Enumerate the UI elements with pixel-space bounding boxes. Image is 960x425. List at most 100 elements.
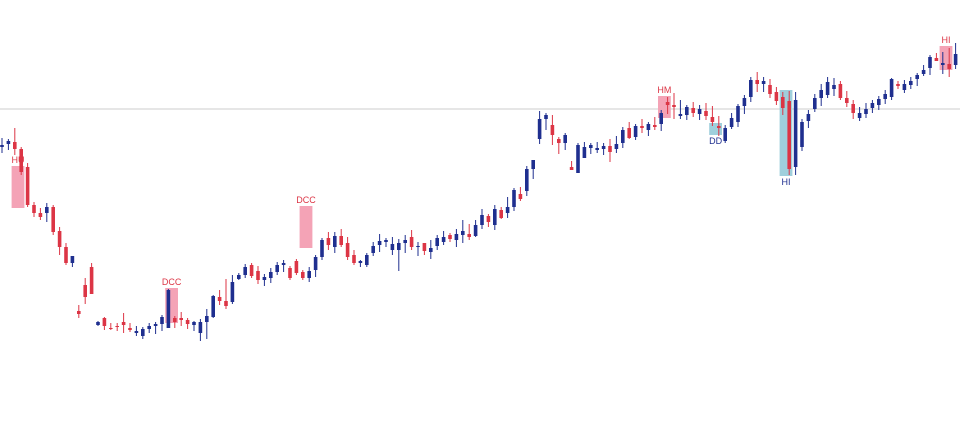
candle-body <box>941 63 945 65</box>
candle-body <box>934 58 939 61</box>
candle <box>941 52 945 74</box>
candle-body <box>729 118 734 127</box>
candle <box>928 55 932 75</box>
candle <box>173 316 177 328</box>
candle-body <box>121 322 126 325</box>
candle <box>774 87 779 105</box>
candle <box>109 323 113 330</box>
candle <box>371 242 375 256</box>
candle <box>461 220 465 243</box>
candle-body <box>115 326 119 327</box>
candle <box>25 163 30 207</box>
candle <box>653 117 657 130</box>
candle <box>717 116 721 136</box>
candle <box>237 273 241 280</box>
candle <box>621 127 625 148</box>
candle <box>557 137 561 154</box>
candle-body <box>870 103 875 108</box>
candle-body <box>230 282 235 302</box>
candle <box>934 53 939 61</box>
candle <box>710 106 715 126</box>
candle <box>518 187 523 201</box>
candle-body <box>621 130 625 143</box>
candles <box>0 43 958 341</box>
candle-body <box>141 329 145 336</box>
pattern-label-dd: DD <box>709 136 722 146</box>
candle-body <box>64 247 68 263</box>
candle <box>825 77 830 98</box>
candle <box>742 95 747 114</box>
candle <box>192 321 196 331</box>
candle-body <box>326 238 331 245</box>
candle-body <box>947 64 951 69</box>
candle-body <box>281 263 286 265</box>
candle-body <box>793 100 798 167</box>
candle-body <box>723 128 727 141</box>
candle-body <box>467 234 471 237</box>
candle-body <box>576 145 580 173</box>
candle-body <box>480 215 484 225</box>
candle-body <box>825 82 830 95</box>
candle-body <box>704 111 708 116</box>
candle-body <box>147 326 151 329</box>
candle <box>659 110 663 131</box>
candle <box>736 104 740 127</box>
candle-body <box>473 225 478 236</box>
candle <box>262 274 267 286</box>
candle <box>838 81 843 100</box>
candle <box>217 290 222 305</box>
candle <box>499 207 503 219</box>
candle <box>633 124 638 140</box>
candle <box>793 92 798 175</box>
candle <box>57 227 62 255</box>
candle <box>921 65 926 76</box>
candle-body <box>294 261 299 273</box>
candle <box>870 100 875 113</box>
candle <box>813 94 817 112</box>
candle <box>544 113 548 130</box>
candle <box>781 92 785 115</box>
candle-body <box>51 207 55 232</box>
candle-body <box>601 146 606 149</box>
candle-body <box>813 98 817 109</box>
candle-body <box>909 81 913 85</box>
candle <box>704 103 708 120</box>
candle <box>947 48 951 77</box>
candle-body <box>397 243 401 250</box>
candle <box>115 323 119 331</box>
candle-body <box>627 128 631 138</box>
candle-body <box>768 85 772 94</box>
candle-body <box>505 207 510 213</box>
candle <box>768 79 772 98</box>
candle <box>697 105 702 120</box>
candle <box>6 139 11 150</box>
candle <box>19 147 23 175</box>
candle-body <box>160 317 164 324</box>
candle-body <box>237 275 241 279</box>
candle-body <box>877 99 881 105</box>
candle-body <box>358 261 363 263</box>
candle <box>377 234 382 252</box>
candle-body <box>742 98 747 106</box>
candle <box>787 91 791 175</box>
candle <box>89 263 94 294</box>
candle-body <box>416 246 420 247</box>
candle <box>45 203 49 222</box>
candle <box>678 100 683 119</box>
candle <box>473 220 478 237</box>
candle-body <box>422 243 427 251</box>
candle <box>864 103 868 118</box>
candle-body <box>6 141 11 144</box>
candle-body <box>429 248 433 252</box>
candle-body <box>646 124 651 130</box>
candle-body <box>864 109 868 114</box>
candle <box>819 84 823 106</box>
candle <box>877 96 881 110</box>
candle-body <box>377 241 382 245</box>
candle-body <box>582 147 587 158</box>
candle-body <box>953 54 958 65</box>
candle <box>64 243 68 265</box>
candle-body <box>921 70 926 74</box>
candle-body <box>192 322 196 325</box>
candle-body <box>288 268 292 278</box>
